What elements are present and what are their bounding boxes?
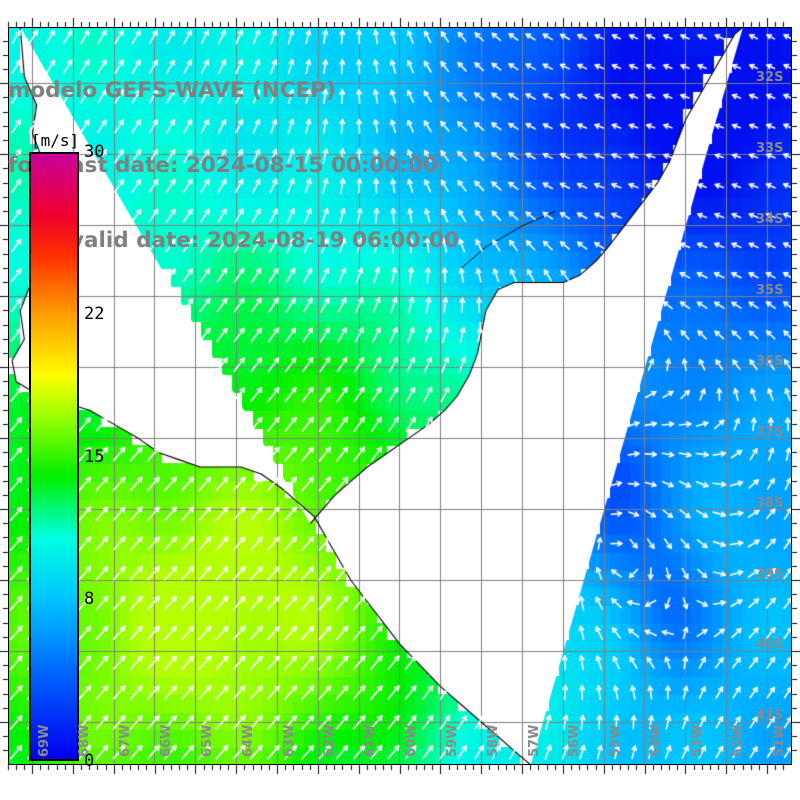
lat-label-37S: 37S	[756, 424, 784, 440]
colorbar-gradient	[31, 154, 77, 759]
lon-label-68W: 68W	[77, 724, 93, 757]
lon-label-66W: 66W	[159, 724, 174, 757]
model-title: modelo GEFS-WAVE (NCEP)	[8, 78, 336, 103]
title-block: modelo GEFS-WAVE (NCEP) forecast date: 2…	[8, 28, 708, 303]
lon-label-54W: 54W	[649, 724, 664, 757]
lon-label-52W: 52W	[730, 724, 746, 757]
lon-label-53W: 53W	[689, 724, 705, 757]
lon-label-64W: 64W	[240, 724, 256, 757]
lon-label-55W: 55W	[608, 724, 624, 757]
lon-label-58W: 58W	[485, 724, 501, 757]
lat-label-36S: 36S	[756, 353, 784, 369]
colorbar-tick-30: 30	[84, 142, 105, 162]
lon-label-67W: 67W	[118, 724, 134, 757]
colorbar-tick-22: 22	[84, 304, 105, 325]
lon-label-62W: 62W	[322, 724, 338, 757]
lon-label-60W: 60W	[404, 724, 419, 757]
colorbar-tick-15: 15	[84, 446, 105, 467]
colorbar	[29, 152, 79, 761]
lat-label-35S: 35S	[756, 282, 784, 298]
lon-label-69W: 69W	[36, 724, 52, 757]
lon-label-63W: 63W	[281, 724, 297, 757]
lon-label-56W: 56W	[567, 724, 583, 757]
lat-label-40S: 40S	[756, 637, 784, 653]
lon-label-57W: 57W	[526, 724, 542, 757]
colorbar-tick-8: 8	[84, 588, 95, 609]
valid-date-line: valid date: 2024-08-19 06:00:00	[70, 228, 459, 253]
lat-label-32S: 32S	[756, 69, 784, 85]
lat-label-41S: 41S	[756, 708, 784, 724]
colorbar-unit-label: [m/s]	[31, 131, 80, 150]
lon-label-59W: 59W	[444, 724, 460, 757]
lon-label-61W: 61W	[363, 724, 379, 757]
lat-label-39S: 39S	[756, 566, 784, 582]
lat-label-33S: 33S	[756, 140, 784, 156]
lon-label-51W: 51W	[771, 724, 787, 757]
forecast-date-line: forecast date: 2024-08-15 00:00:00	[8, 153, 438, 178]
lon-label-65W: 65W	[199, 724, 215, 757]
lat-label-34S: 34S	[756, 211, 784, 227]
lat-label-38S: 38S	[756, 495, 784, 511]
